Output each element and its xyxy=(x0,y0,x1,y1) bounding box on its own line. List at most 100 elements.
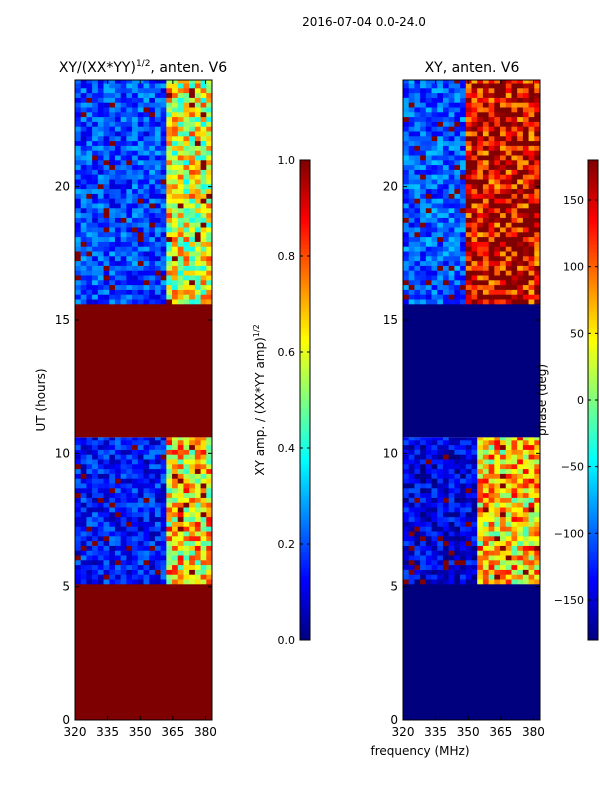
heatmap-cell xyxy=(425,188,432,194)
heatmap-cell xyxy=(431,232,438,238)
heatmap-cell xyxy=(500,507,507,513)
heatmap-cell xyxy=(505,492,512,498)
heatmap-cell xyxy=(143,473,150,479)
heatmap-cell xyxy=(522,112,529,118)
heatmap-cell xyxy=(97,116,104,122)
heatmap-cell xyxy=(143,102,150,108)
heatmap-cell xyxy=(86,521,93,527)
heatmap-cell xyxy=(80,227,87,233)
heatmap-cell xyxy=(92,140,99,146)
heatmap-cell xyxy=(80,284,87,290)
heatmap-cell xyxy=(460,80,467,84)
heatmap-cell xyxy=(500,236,507,242)
heatmap-cell xyxy=(194,193,201,199)
heatmap-cell xyxy=(103,126,110,132)
heatmap-cell xyxy=(166,116,173,122)
heatmap-cell xyxy=(172,449,179,455)
heatmap-cell xyxy=(505,473,512,479)
heatmap-cell xyxy=(431,444,438,450)
heatmap-cell xyxy=(448,449,455,455)
heatmap-cell xyxy=(454,289,461,295)
heatmap-cell xyxy=(177,483,184,489)
colorbar-swatch xyxy=(588,368,598,373)
heatmap-cell xyxy=(414,83,421,89)
heatmap-cell xyxy=(206,521,213,527)
heatmap-cell xyxy=(137,131,144,137)
heatmap-cell xyxy=(460,208,467,214)
heatmap-block xyxy=(403,304,540,438)
heatmap-cell xyxy=(120,212,127,218)
heatmap-cell xyxy=(408,569,415,575)
heatmap-cell xyxy=(522,478,529,484)
heatmap-cell xyxy=(471,284,478,290)
heatmap-cell xyxy=(528,440,535,446)
heatmap-cell xyxy=(160,116,167,122)
heatmap-cell xyxy=(454,536,461,542)
heatmap-cell xyxy=(425,284,432,290)
heatmap-cell xyxy=(114,531,121,537)
colorbar-swatch xyxy=(300,224,310,229)
heatmap-cell xyxy=(103,444,110,450)
heatmap-cell xyxy=(189,299,196,305)
heatmap-cell xyxy=(403,203,410,209)
heatmap-cell xyxy=(137,97,144,103)
colorbar-swatch xyxy=(300,176,310,181)
heatmap-cell xyxy=(109,92,116,98)
heatmap-cell xyxy=(454,236,461,242)
colorbar-swatch xyxy=(300,252,310,257)
heatmap-cell xyxy=(477,497,484,503)
heatmap-cell xyxy=(160,492,167,498)
heatmap-cell xyxy=(75,502,82,508)
heatmap-cell xyxy=(189,256,196,262)
heatmap-cell xyxy=(505,560,512,566)
heatmap-cell xyxy=(120,80,127,84)
heatmap-cell xyxy=(465,208,472,214)
colorbar-swatch xyxy=(300,572,310,577)
heatmap-cell xyxy=(149,437,156,441)
heatmap-cell xyxy=(482,497,489,503)
heatmap-cell xyxy=(160,136,167,142)
heatmap-cell xyxy=(534,473,541,479)
heatmap-cell xyxy=(465,275,472,281)
heatmap-cell xyxy=(97,236,104,242)
heatmap-cell xyxy=(86,169,93,175)
heatmap-cell xyxy=(465,521,472,527)
heatmap-cell xyxy=(126,478,133,484)
heatmap-cell xyxy=(86,160,93,166)
heatmap-cell xyxy=(183,97,190,103)
heatmap-cell xyxy=(149,222,156,228)
heatmap-cell xyxy=(522,492,529,498)
colorbar-swatch xyxy=(300,320,310,325)
heatmap-cell xyxy=(206,488,213,494)
heatmap-cell xyxy=(465,88,472,94)
heatmap-cell xyxy=(488,112,495,118)
heatmap-cell xyxy=(425,174,432,180)
heatmap-cell xyxy=(460,275,467,281)
heatmap-cell xyxy=(494,131,501,137)
heatmap-cell xyxy=(534,208,541,214)
heatmap-cell xyxy=(448,492,455,498)
heatmap-cell xyxy=(120,512,127,518)
heatmap-cell xyxy=(431,179,438,185)
heatmap-cell xyxy=(120,126,127,132)
heatmap-cell xyxy=(465,107,472,113)
heatmap-cell xyxy=(437,550,444,556)
heatmap-cell xyxy=(160,550,167,556)
heatmap-cell xyxy=(120,540,127,546)
heatmap-cell xyxy=(177,550,184,556)
heatmap-cell xyxy=(460,236,467,242)
heatmap-cell xyxy=(511,145,518,151)
heatmap-cell xyxy=(488,540,495,546)
heatmap-cell xyxy=(200,97,207,103)
colorbar-swatch xyxy=(300,356,310,361)
heatmap-cell xyxy=(183,160,190,166)
colorbar-swatch xyxy=(588,352,598,357)
heatmap-cell xyxy=(200,131,207,137)
heatmap-cell xyxy=(511,449,518,455)
heatmap-cell xyxy=(437,492,444,498)
heatmap-cell xyxy=(505,540,512,546)
heatmap-cell xyxy=(86,184,93,190)
heatmap-cell xyxy=(154,102,161,108)
heatmap-cell xyxy=(460,145,467,151)
heatmap-cell xyxy=(420,488,427,494)
